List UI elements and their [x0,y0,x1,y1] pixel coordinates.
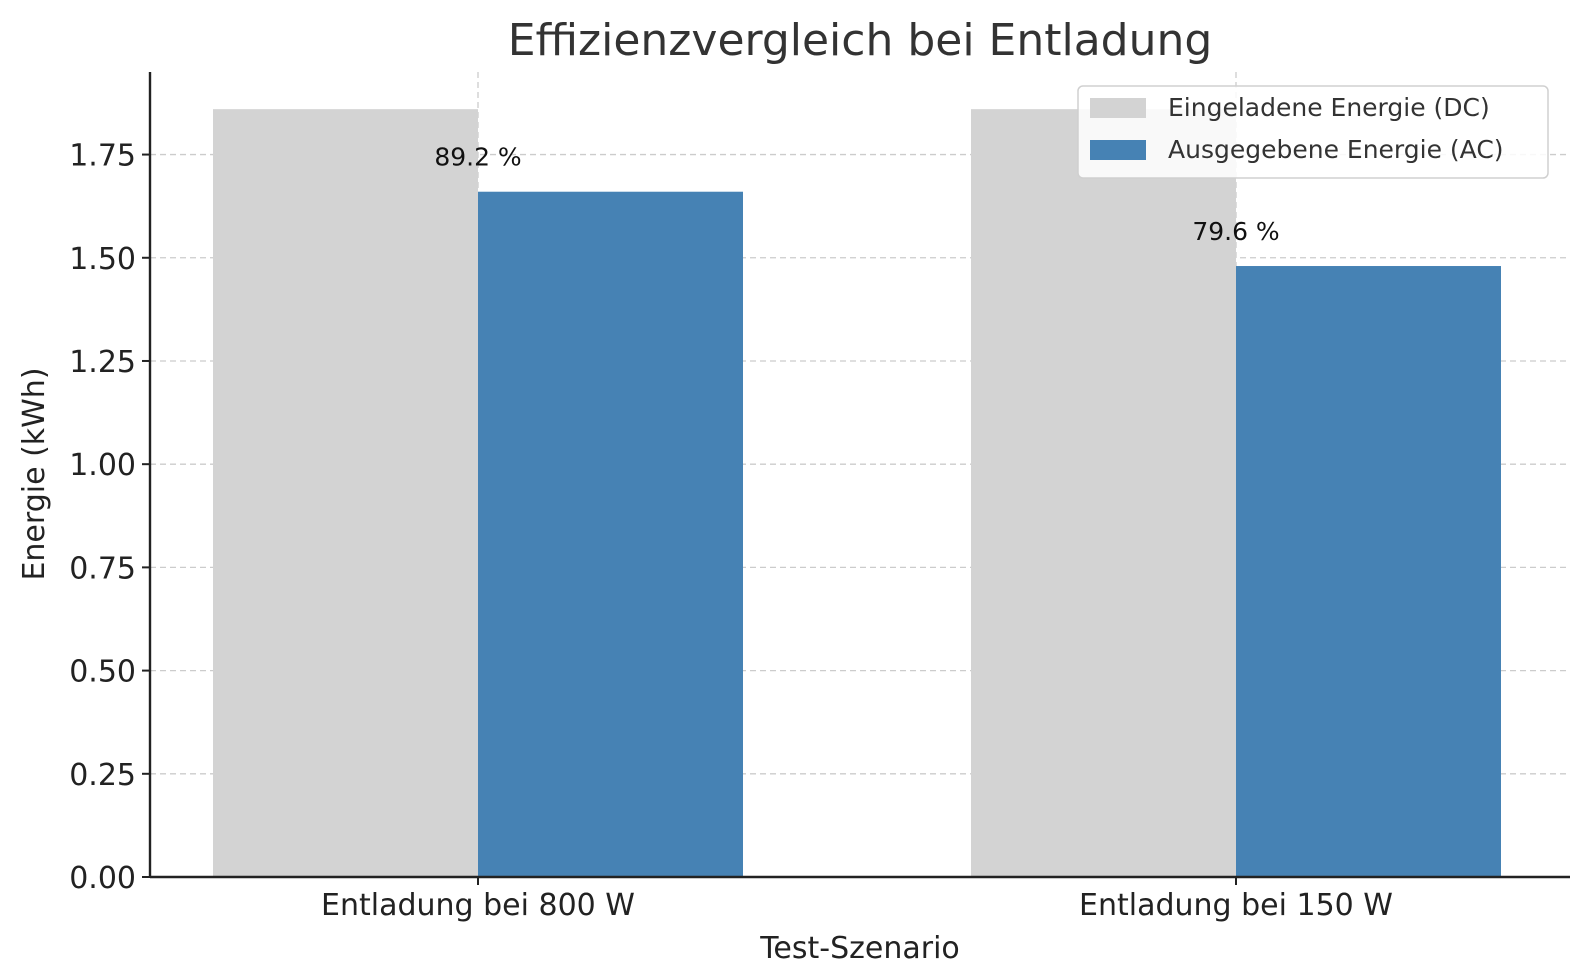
y-tick-label: 0.50 [69,655,136,690]
y-tick-label: 0.25 [69,758,136,793]
legend-swatch [1090,98,1146,118]
bar-ac [1236,266,1501,877]
legend-box [1077,85,1549,179]
legend-label: Eingeladene Energie (DC) [1168,93,1490,122]
chart-title: Effizienzvergleich bei Entladung [508,15,1213,66]
legend: Eingeladene Energie (DC) Ausgegebene Ener… [1077,85,1549,179]
y-tick-label: 1.00 [69,448,136,483]
y-tick-label: 1.25 [69,345,136,380]
y-tick-label: 0.00 [69,861,136,896]
x-tick-label: Entladung bei 800 W [321,888,635,923]
x-axis-label: Test-Szenario [759,931,960,966]
y-axis-label: Energie (kWh) [17,367,52,580]
bar-dc [971,109,1236,877]
y-tick-label: 1.75 [69,139,136,174]
bar-ac [478,191,743,877]
efficiency-label: 89.2 % [434,143,521,172]
bar-dc [213,109,478,877]
bar-value-labels: 89.2 % 79.6 % [434,143,1279,246]
y-tick-label: 0.75 [69,551,136,586]
legend-label: Ausgegebene Energie (AC) [1168,135,1504,164]
legend-swatch [1090,140,1146,160]
y-tick-label: 1.50 [69,242,136,277]
bars [213,109,1501,877]
efficiency-label: 79.6 % [1192,217,1279,246]
axes: 0.00 0.25 0.50 0.75 1.00 1.25 1.50 1.75 Entladun… [69,72,1570,923]
x-tick-label: Entladung bei 150 W [1079,888,1393,923]
